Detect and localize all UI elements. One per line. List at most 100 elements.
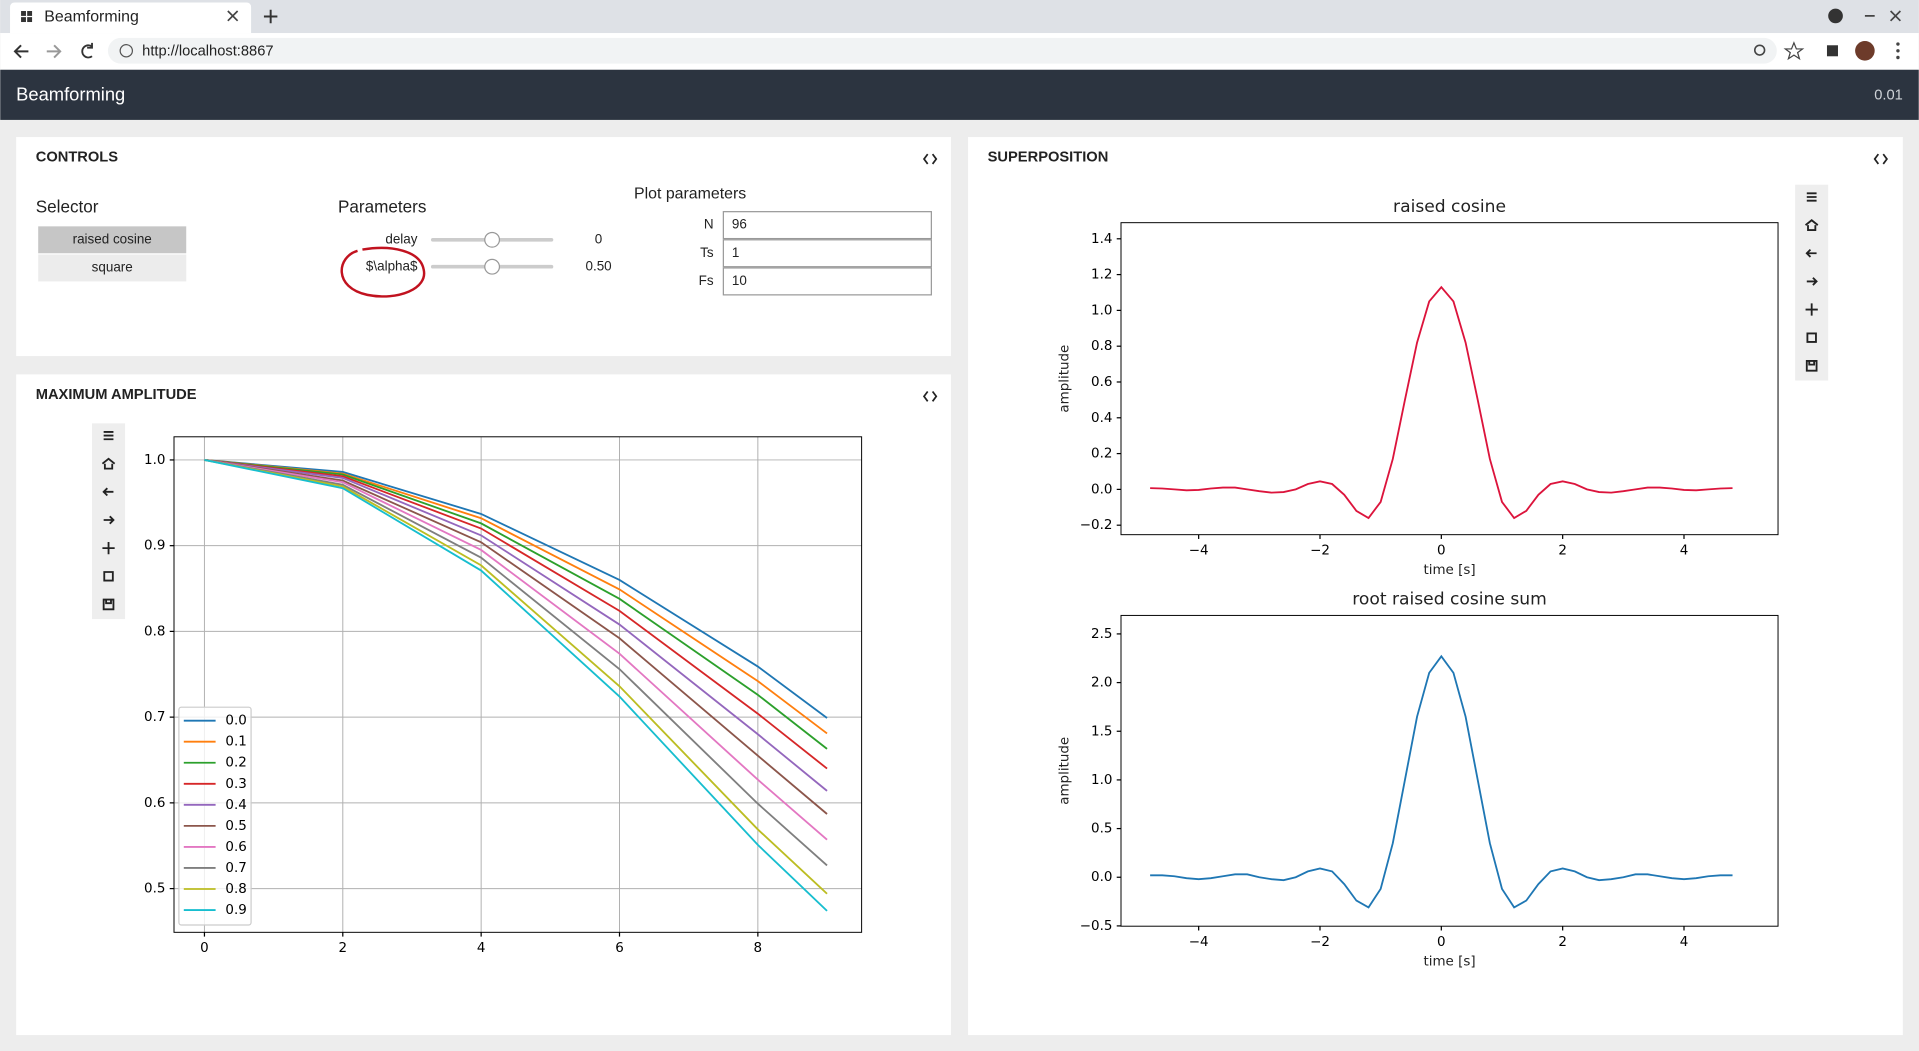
y-axis-label: amplitude: [1058, 345, 1073, 413]
info-icon: [119, 44, 134, 58]
section-label: Selector: [36, 198, 99, 217]
slider-value: 0: [595, 231, 602, 246]
y-tick-label: 0.8: [1091, 339, 1112, 354]
x-tick-label: 0: [1437, 544, 1446, 559]
y-tick-label: 1.4: [1091, 232, 1112, 247]
back-button[interactable]: [13, 44, 29, 59]
avatar[interactable]: [1855, 40, 1875, 61]
toolbar-button[interactable]: [103, 571, 114, 582]
x-tick-label: 2: [1558, 935, 1567, 950]
slider-value: 0.50: [585, 258, 611, 273]
field-value: 96: [732, 217, 747, 232]
x-tick-label: 0: [200, 941, 209, 956]
toolbar-button[interactable]: [102, 487, 114, 497]
slider-label: delay: [385, 231, 417, 246]
y-axis-label: amplitude: [1058, 737, 1073, 805]
line-series: [204, 459, 828, 792]
tab[interactable]: [10, 2, 252, 34]
toolbar-button[interactable]: [1806, 277, 1818, 286]
menu-icon[interactable]: [1896, 42, 1900, 60]
x-tick-label: 6: [615, 941, 624, 956]
new-tab[interactable]: [263, 9, 278, 24]
chart: −4 −2 0 2 4 −0.2 0.0 0.2 0.4 0.6 0.8 1.0 1.2 1.4 raise…: [1058, 197, 1779, 578]
expand-icon[interactable]: [922, 391, 938, 402]
y-tick-label: 0.2: [1091, 447, 1112, 462]
y-tick-label: 0.6: [144, 796, 165, 811]
text-input[interactable]: [722, 267, 932, 296]
toolbar-button[interactable]: [102, 542, 115, 555]
text-input[interactable]: [722, 239, 932, 268]
toolbar-button[interactable]: [101, 457, 116, 470]
expand-icon[interactable]: [922, 153, 938, 165]
window-controls[interactable]: [1864, 10, 1901, 22]
x-axis-label: time [s]: [1423, 955, 1475, 970]
line-series: [1150, 285, 1733, 520]
panel-title: SUPERPOSITION: [988, 150, 1109, 166]
slider-handle[interactable]: [484, 258, 501, 275]
y-tick-label: 0.5: [144, 882, 165, 897]
line-series: [1150, 654, 1733, 909]
toolbar-button[interactable]: [103, 430, 114, 441]
line-series: [204, 459, 828, 815]
app-version: 0.01: [1874, 87, 1903, 103]
x-tick-label: −4: [1189, 935, 1209, 950]
x-tick-label: 2: [1558, 544, 1567, 559]
tab-close[interactable]: [227, 10, 239, 22]
text-input[interactable]: [722, 211, 932, 240]
y-tick-label: 1.0: [144, 453, 165, 468]
toolbar-button[interactable]: [1805, 248, 1817, 258]
option-button[interactable]: [38, 226, 187, 254]
y-tick-label: 0.0: [1091, 870, 1112, 885]
slider-handle[interactable]: [484, 231, 501, 248]
legend-label: 0.7: [225, 861, 246, 876]
toolbar-button[interactable]: [1806, 332, 1817, 343]
y-tick-label: 0.4: [1091, 411, 1112, 426]
app-header: [0, 69, 1919, 120]
panel-title: CONTROLS: [36, 150, 119, 166]
line-series: [204, 459, 828, 867]
legend-label: 0.4: [225, 798, 246, 813]
forward-button[interactable]: [46, 44, 62, 59]
plot-toolbar: [92, 423, 126, 620]
line-series: [204, 459, 828, 719]
y-tick-label: 0.0: [1091, 482, 1112, 497]
legend-label: 0.5: [225, 819, 246, 834]
toolbar-button[interactable]: [1806, 192, 1817, 202]
line-series: [204, 459, 828, 770]
y-tick-label: 0.8: [144, 624, 165, 639]
option-button[interactable]: [38, 254, 187, 282]
x-tick-label: −2: [1310, 935, 1330, 950]
address-bar[interactable]: [107, 37, 1777, 64]
reload-button[interactable]: [81, 42, 93, 59]
toolbar-button[interactable]: [1804, 219, 1819, 231]
toolbar-button[interactable]: [1805, 360, 1818, 372]
zoom-icon[interactable]: [1753, 44, 1766, 56]
y-tick-label: 0.5: [1091, 822, 1112, 837]
toolbar-button[interactable]: [103, 515, 115, 525]
x-tick-label: −4: [1189, 544, 1209, 559]
field-label: Fs: [699, 273, 714, 288]
expand-icon[interactable]: [1873, 153, 1888, 165]
field-value: 1: [732, 245, 739, 260]
line-series: [204, 459, 828, 912]
section-label: Parameters: [338, 198, 426, 217]
legend-label: 0.3: [225, 777, 246, 792]
legend-box: [178, 706, 252, 926]
panel-title: MAXIMUM AMPLITUDE: [36, 387, 197, 403]
extensions-icon[interactable]: [1826, 45, 1838, 57]
plot-area: [174, 436, 862, 933]
profile-menu[interactable]: [1828, 8, 1843, 24]
bookmark-icon[interactable]: [1783, 41, 1805, 61]
plot-area: [1121, 222, 1779, 535]
y-tick-label: 0.7: [144, 710, 165, 725]
chart: −4 −2 0 2 4 −0.5 0.0 0.5 1.0 1.5 2.0 2.5 root raised…: [1058, 590, 1779, 970]
legend-label: 0.9: [225, 903, 246, 918]
slider-label: $\alpha$: [366, 258, 418, 273]
toolbar-button[interactable]: [102, 598, 115, 611]
y-tick-label: 0.6: [1091, 375, 1112, 390]
plot-frame: [173, 436, 863, 933]
toolbar-button[interactable]: [1805, 303, 1818, 316]
x-tick-label: 8: [754, 941, 763, 956]
y-tick-label: 2.5: [1091, 627, 1112, 642]
